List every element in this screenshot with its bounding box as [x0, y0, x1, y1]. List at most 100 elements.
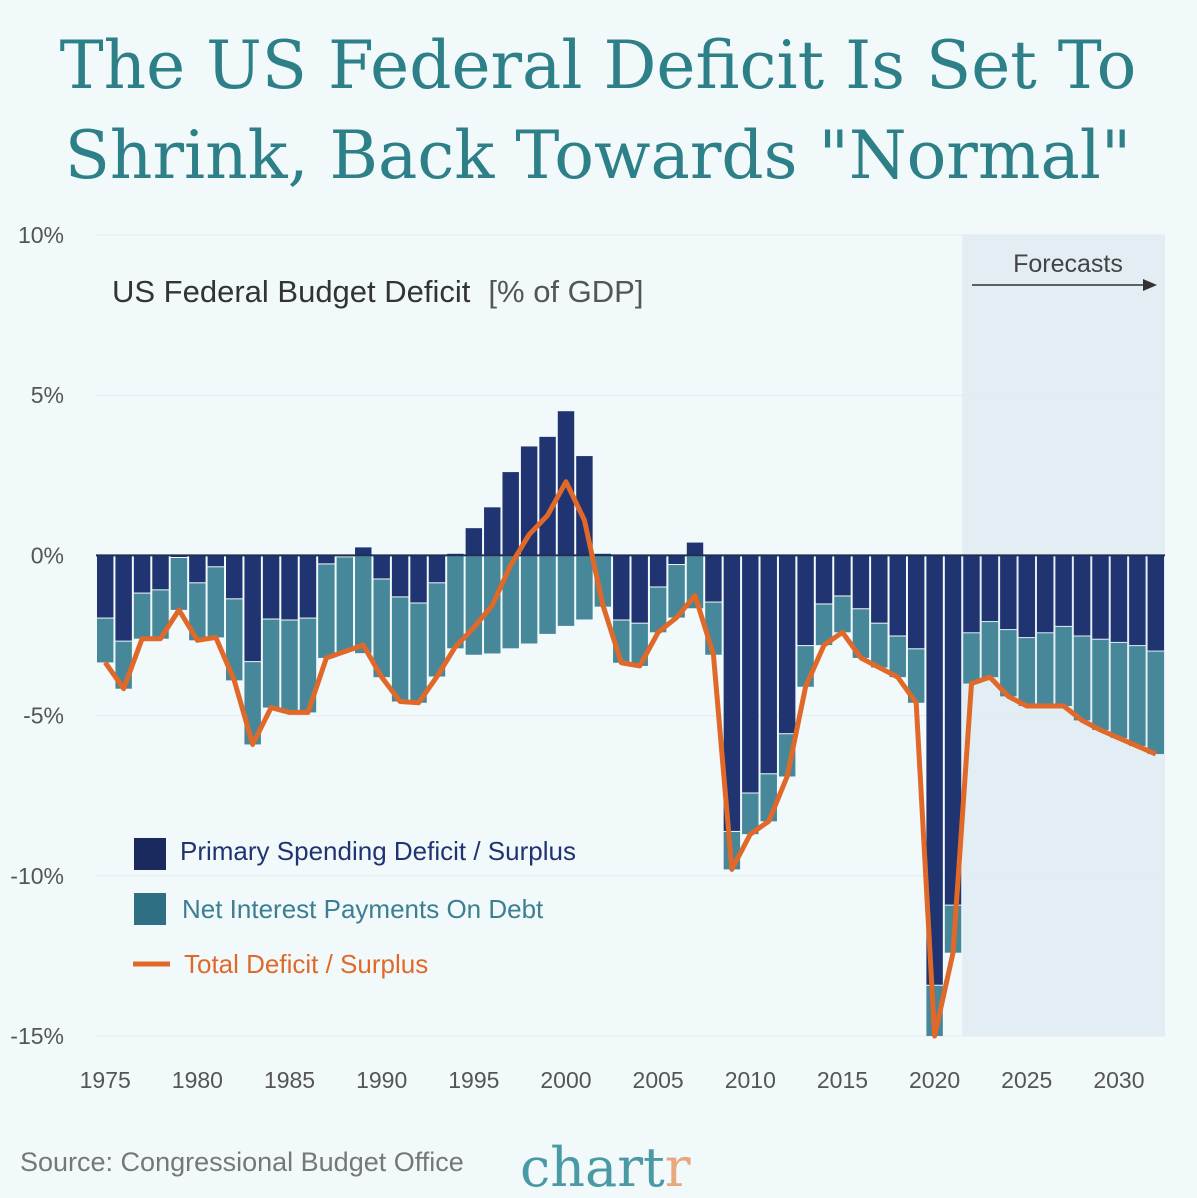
- bar-interest: [557, 556, 575, 626]
- x-tick-label: 2025: [1001, 1067, 1052, 1093]
- bar-primary: [373, 555, 390, 579]
- bar-interest: [576, 556, 593, 620]
- bar-primary: [760, 555, 777, 774]
- chart-title: US Federal Budget Deficit: [112, 274, 471, 309]
- bar-primary: [668, 555, 685, 565]
- bar-primary: [871, 555, 888, 623]
- bar-interest: [815, 604, 833, 646]
- bar-primary: [944, 555, 962, 905]
- bar-primary: [299, 555, 317, 618]
- x-tick-label: 1995: [448, 1067, 499, 1093]
- bar-interest: [189, 583, 206, 641]
- bar-interest: [465, 556, 483, 655]
- bar-primary: [889, 555, 906, 636]
- bar-primary: [189, 555, 206, 583]
- bar-interest: [889, 636, 906, 678]
- x-tick-label: 2000: [540, 1067, 591, 1093]
- x-tick-label: 2015: [817, 1067, 868, 1093]
- legend-label-interest: Net Interest Payments On Debt: [182, 894, 544, 924]
- bar-interest: [1036, 633, 1054, 706]
- bar-interest: [871, 623, 888, 668]
- bar-interest: [410, 603, 427, 703]
- y-tick-label: 5%: [31, 382, 64, 408]
- bar-interest: [373, 579, 390, 678]
- bar-interest: [152, 590, 169, 639]
- bar-primary: [428, 555, 446, 583]
- bar-interest: [336, 557, 354, 652]
- bar-interest: [133, 593, 151, 639]
- forecast-arrow-icon: [1143, 279, 1157, 291]
- title-line-1: The US Federal Deficit Is Set To: [60, 27, 1137, 104]
- legend: Primary Spending Deficit / Surplus Net I…: [133, 836, 576, 979]
- bar-primary: [963, 555, 980, 633]
- bar-interest: [318, 564, 335, 658]
- bar-interest: [520, 556, 538, 644]
- bar-primary: [705, 555, 722, 602]
- bar-interest: [1073, 636, 1091, 721]
- bar-interest: [1110, 642, 1128, 739]
- plot-area: 10% 5% 0% -5% -10% -15% 1975 1980 1985 1990 1995 20…: [10, 222, 1165, 1093]
- bar-interest: [649, 587, 667, 633]
- legend-label-total: Total Deficit / Surplus: [184, 949, 428, 979]
- x-tick-label: 2030: [1093, 1067, 1144, 1093]
- bar-primary: [815, 555, 833, 604]
- bar-interest: [834, 596, 851, 633]
- bar-interest: [1000, 630, 1017, 697]
- bar-primary: [1092, 555, 1109, 639]
- bar-primary: [1147, 555, 1164, 651]
- bar-primary: [133, 555, 151, 593]
- bar-primary: [391, 555, 409, 597]
- legend-swatch-interest: [134, 893, 166, 925]
- bar-primary: [797, 555, 814, 646]
- bar-interest: [391, 597, 409, 702]
- logo-main: chart: [520, 1136, 665, 1198]
- bar-primary: [742, 555, 759, 793]
- bar-interest: [1055, 626, 1072, 706]
- bar-interest: [428, 583, 446, 677]
- bar-primary: [778, 555, 796, 734]
- bar-interest: [262, 619, 280, 708]
- bar-primary: [226, 555, 243, 599]
- title-line-2: Shrink, Back Towards "Normal": [65, 117, 1132, 194]
- bar-interest: [299, 618, 317, 713]
- bar-primary: [1129, 555, 1146, 646]
- bar-interest: [281, 620, 298, 713]
- x-tick-label: 1990: [356, 1067, 407, 1093]
- y-tick-label: -5%: [23, 703, 64, 729]
- bar-primary: [318, 555, 335, 564]
- bar-primary: [631, 555, 648, 623]
- bar-primary: [1055, 555, 1072, 626]
- bar-primary: [262, 555, 280, 619]
- y-tick-label: 10%: [18, 222, 64, 248]
- bar-interest: [1092, 639, 1109, 731]
- bar-interest: [355, 556, 372, 654]
- bar-primary: [1110, 555, 1128, 642]
- bar-primary: [686, 542, 704, 556]
- bar-primary: [207, 555, 225, 567]
- bar-primary: [502, 472, 519, 556]
- bar-primary: [465, 528, 483, 556]
- bar-primary: [926, 555, 943, 985]
- bar-primary: [115, 555, 132, 641]
- bar-interest: [760, 774, 777, 822]
- bar-primary: [97, 555, 114, 618]
- source-note: Source: Congressional Budget Office: [20, 1147, 464, 1177]
- y-tick-label: -10%: [10, 863, 64, 889]
- legend-swatch-primary: [134, 838, 166, 870]
- bar-primary: [649, 555, 667, 587]
- bar-primary: [1000, 555, 1017, 630]
- forecast-label: Forecasts: [1013, 250, 1123, 278]
- bar-primary: [484, 507, 501, 556]
- bar-interest: [1129, 646, 1146, 747]
- logo-accent: r: [665, 1136, 691, 1198]
- bar-interest: [981, 622, 999, 678]
- x-tick-label: 1975: [80, 1067, 131, 1093]
- bar-interest: [1147, 651, 1164, 755]
- chart-subtitle: US Federal Budget Deficit [% of GDP]: [112, 274, 643, 309]
- bar-primary: [281, 555, 298, 620]
- bar-interest: [1018, 638, 1035, 706]
- y-tick-label: 0%: [31, 542, 64, 568]
- legend-label-primary: Primary Spending Deficit / Surplus: [180, 836, 576, 866]
- bar-primary: [152, 555, 169, 590]
